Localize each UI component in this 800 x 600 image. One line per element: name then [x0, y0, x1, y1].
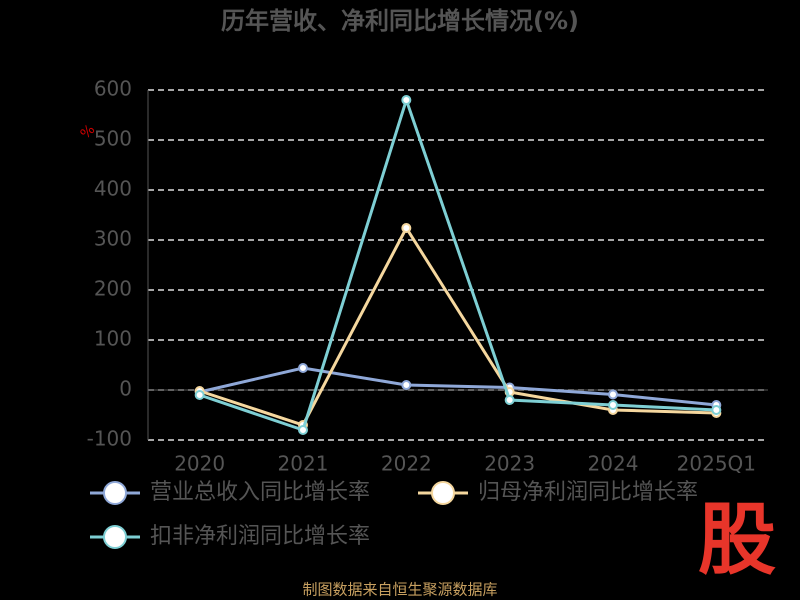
y-tick-label: 500: [94, 127, 132, 151]
logo: 股: [698, 495, 776, 585]
series-line: [199, 224, 717, 427]
legend-marker: [103, 525, 127, 549]
x-tick-label: 2021: [278, 452, 329, 476]
y-tick-label: 100: [94, 327, 132, 351]
legend-marker: [431, 481, 455, 505]
x-tick-label: 2020: [174, 452, 225, 476]
series-line: [199, 366, 717, 407]
point: [608, 389, 618, 400]
series-line: [199, 95, 717, 432]
point: [298, 425, 308, 435]
point: [401, 95, 412, 105]
x-tick-label: 2024: [588, 452, 639, 476]
legend-label: 扣非净利润同比增长率: [150, 524, 370, 549]
y-tick-label: 200: [94, 277, 132, 301]
point: [298, 363, 308, 373]
point: [504, 395, 515, 405]
chart-title: 历年营收、净利同比增长情况(%): [221, 7, 579, 35]
x-tick-label: 2025Q1: [677, 452, 756, 476]
x-tick-label: 2022: [381, 452, 432, 476]
point: [401, 380, 412, 390]
y-tick-label: -100: [87, 427, 132, 451]
x-tick-label: 2023: [484, 452, 535, 476]
y-tick-label: 600: [94, 77, 132, 101]
footer: 制图数据来自恒生聚源数据库: [302, 581, 497, 599]
point: [608, 400, 618, 410]
legend-label: 归母净利润同比增长率: [478, 480, 698, 505]
point: [711, 405, 722, 415]
y-tick-label: 300: [94, 227, 132, 251]
y-tick-label: 0: [119, 377, 132, 401]
point: [401, 223, 412, 233]
legend-marker: [103, 481, 127, 505]
y-tick-label: 400: [94, 177, 132, 201]
point: [194, 390, 205, 400]
legend-label: 营业总收入同比增长率: [150, 480, 370, 505]
